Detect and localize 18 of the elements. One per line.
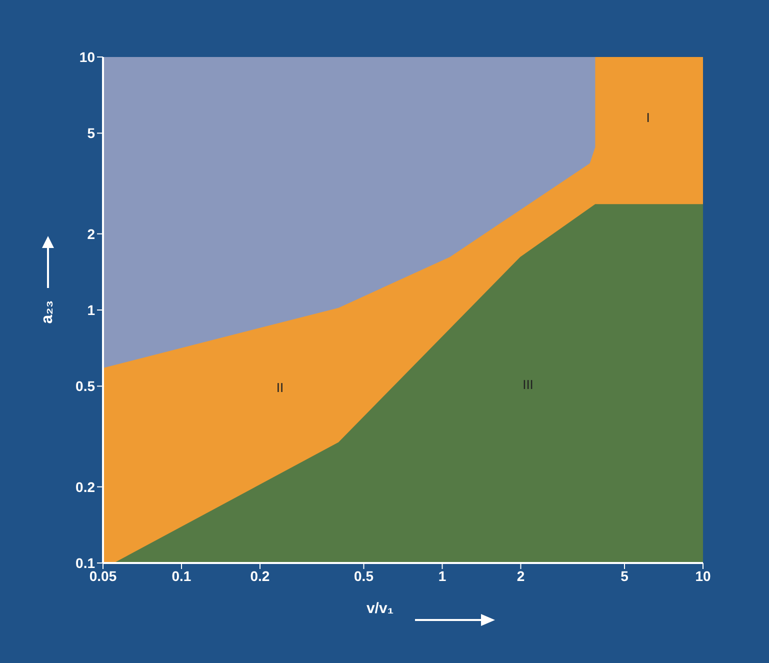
x-tick-label: 2 [516, 568, 525, 584]
x-tick-label: 0.5 [354, 568, 374, 584]
y-tick-label: 0.5 [76, 378, 96, 394]
y-tick-label: 0.2 [76, 478, 96, 495]
y-tick-label: 5 [87, 125, 96, 142]
x-tick-label: 5 [620, 568, 629, 584]
x-tick-label: 1 [438, 568, 446, 584]
y-axis-title: a₂₃ [38, 299, 57, 326]
y-tick-label: 2 [87, 226, 96, 242]
x-tick-label: 10 [695, 568, 711, 584]
annotation: I [645, 109, 651, 127]
annotation: III [522, 376, 534, 394]
x-axis-title: v/v₁ [365, 600, 395, 617]
y-tick-label: 1 [87, 302, 96, 318]
annotation: II [275, 379, 285, 397]
x-tick-label: 0.1 [172, 568, 192, 584]
x-tick-label: 0.2 [250, 568, 270, 584]
y-tick-label: 10 [79, 48, 96, 65]
